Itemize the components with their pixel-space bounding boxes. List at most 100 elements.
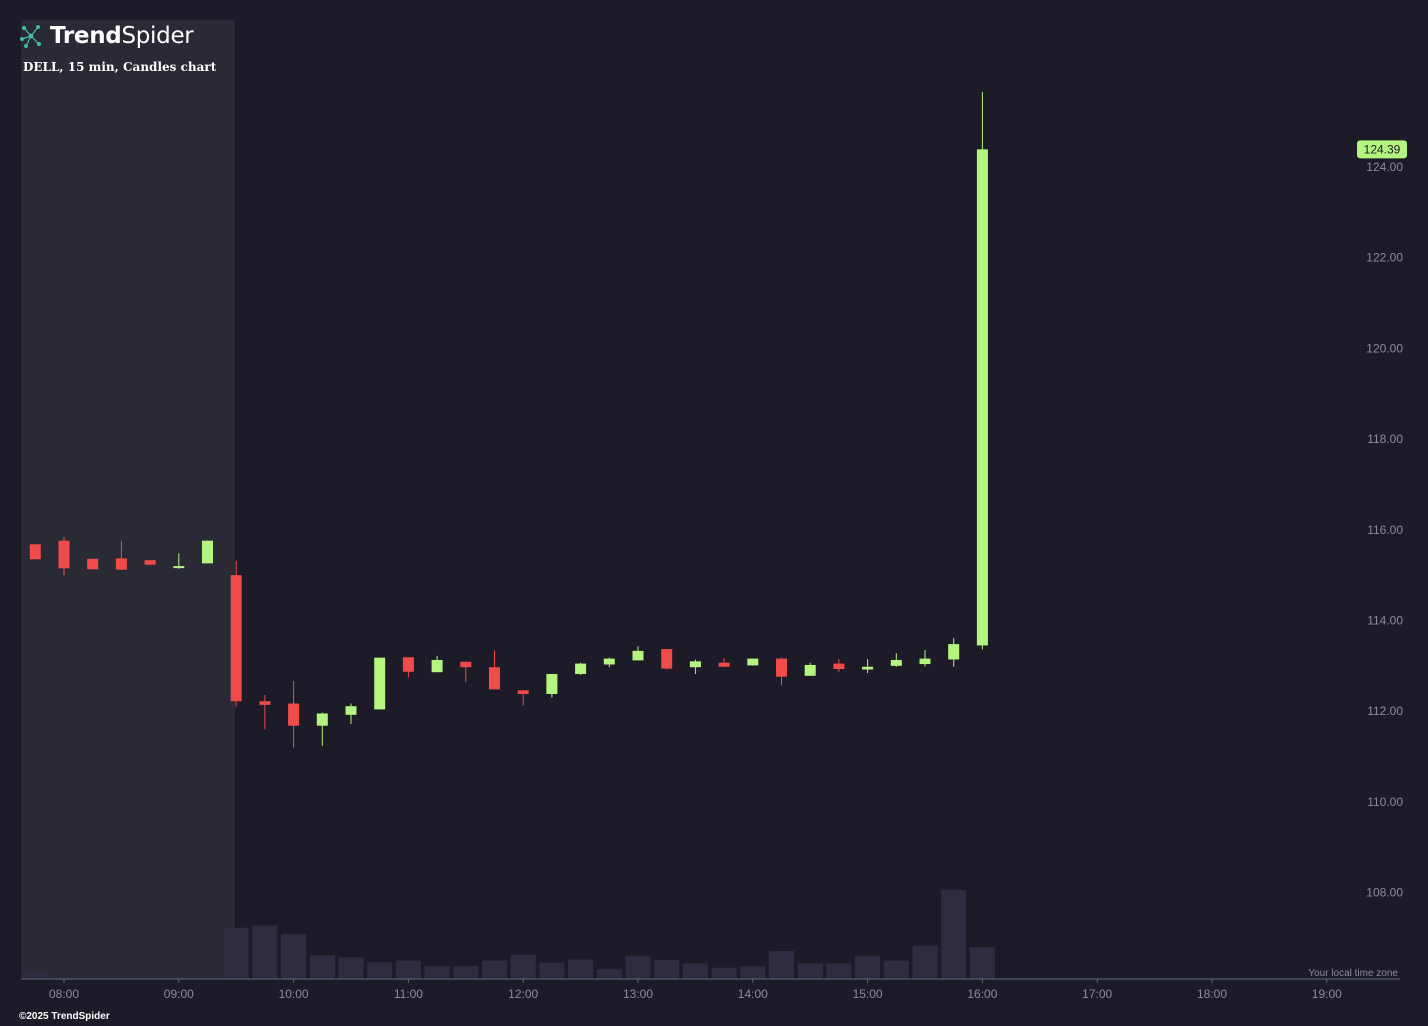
candle-body bbox=[862, 666, 874, 670]
y-tick-label: 110.00 bbox=[1367, 795, 1403, 809]
candle-body bbox=[632, 650, 644, 661]
volume-bar bbox=[223, 927, 249, 979]
y-tick-label: 108.00 bbox=[1366, 886, 1403, 900]
candle-body bbox=[173, 566, 185, 569]
y-tick-label: 118.00 bbox=[1367, 432, 1403, 446]
candle-body bbox=[833, 663, 845, 670]
candle-body bbox=[402, 657, 414, 672]
volume-bar bbox=[654, 960, 680, 979]
y-tick-label: 122.00 bbox=[1366, 251, 1403, 265]
candle bbox=[173, 553, 185, 569]
volume-bar bbox=[338, 957, 364, 979]
volume-bar bbox=[453, 966, 479, 979]
candle bbox=[460, 661, 472, 683]
candle-body bbox=[546, 674, 558, 694]
candle bbox=[316, 712, 328, 746]
trendspider-logo: TrendSpider bbox=[18, 20, 194, 52]
candle bbox=[919, 649, 931, 667]
volume-bar bbox=[883, 960, 909, 979]
candles bbox=[29, 92, 988, 748]
candle bbox=[87, 558, 99, 570]
x-tick-label: 15:00 bbox=[853, 987, 883, 1001]
candle bbox=[402, 657, 414, 678]
x-tick-label: 10:00 bbox=[279, 987, 309, 1001]
candle-body bbox=[517, 690, 529, 694]
volume-bar bbox=[969, 947, 995, 979]
candle-body bbox=[316, 713, 328, 726]
candle bbox=[603, 657, 615, 668]
y-tick-label: 120.00 bbox=[1366, 341, 1403, 355]
logo-text-bold: Trend bbox=[50, 23, 122, 49]
candle-body bbox=[575, 663, 587, 675]
candle-body bbox=[804, 664, 816, 676]
last-price-badge-bg bbox=[1357, 140, 1407, 159]
candle-body bbox=[747, 658, 759, 666]
chart-title: DELL, 15 min, Candles chart bbox=[23, 60, 217, 74]
volume-bar bbox=[625, 955, 651, 979]
candle-body bbox=[689, 661, 701, 668]
candle bbox=[58, 536, 70, 576]
volume-bar bbox=[797, 963, 823, 979]
volume-bar bbox=[510, 954, 536, 979]
candle bbox=[776, 657, 787, 686]
y-tick-label: 114.00 bbox=[1367, 614, 1403, 628]
candle bbox=[575, 662, 587, 675]
x-tick-label: 08:00 bbox=[49, 987, 79, 1001]
volume-bar bbox=[22, 973, 48, 979]
y-axis-ticks: 108.00 110.00 112.00 114.00 116.00 118.00 120.… bbox=[1366, 160, 1403, 900]
candle bbox=[259, 694, 271, 730]
candle-body bbox=[202, 540, 213, 564]
candle bbox=[374, 657, 386, 710]
volume-bar bbox=[769, 950, 794, 979]
candle bbox=[202, 540, 213, 564]
candle-body bbox=[919, 658, 931, 665]
volume-bar bbox=[424, 966, 450, 979]
candle bbox=[431, 655, 443, 673]
volume-bar bbox=[539, 962, 565, 979]
volume-bar bbox=[682, 963, 708, 979]
x-tick-label: 16:00 bbox=[967, 987, 997, 1001]
candle-body bbox=[776, 658, 787, 677]
logo-text-light: Spider bbox=[121, 23, 194, 49]
y-tick-label: 116.00 bbox=[1367, 523, 1403, 537]
x-tick-label: 19:00 bbox=[1312, 987, 1342, 1001]
volume-bar bbox=[367, 962, 393, 979]
candle bbox=[230, 560, 242, 707]
candle bbox=[144, 560, 156, 565]
x-tick-label: 09:00 bbox=[164, 987, 194, 1001]
candle bbox=[833, 659, 845, 673]
volume-bar bbox=[482, 960, 507, 979]
candle-body bbox=[374, 657, 386, 710]
volume-bar bbox=[568, 959, 594, 979]
candle bbox=[890, 653, 902, 667]
volume-bar bbox=[740, 966, 766, 979]
volume-bar bbox=[855, 955, 881, 979]
volume-bar bbox=[252, 925, 278, 979]
candle bbox=[862, 659, 874, 674]
candle bbox=[345, 703, 357, 724]
candle-body bbox=[976, 149, 988, 646]
copyright: ©2025 TrendSpider bbox=[19, 1011, 110, 1022]
candle bbox=[804, 662, 816, 676]
volume-bar bbox=[826, 963, 852, 979]
volume-bars bbox=[22, 889, 995, 979]
premarket-shading bbox=[21, 20, 235, 979]
candle-body bbox=[661, 649, 673, 669]
volume-bar bbox=[309, 955, 335, 979]
candle-body bbox=[230, 575, 242, 702]
last-price-label: 124.39 bbox=[1364, 142, 1401, 156]
volume-bar bbox=[281, 934, 307, 979]
candle-body bbox=[345, 706, 357, 715]
candle-body bbox=[58, 540, 70, 569]
candle-body bbox=[29, 544, 41, 560]
candle-body bbox=[259, 701, 271, 705]
candle bbox=[718, 658, 730, 668]
x-axis-ticks: 08:00 09:00 10:00 11:00 12:00 13:00 14:00 15:00… bbox=[49, 979, 1342, 1001]
volume-bar bbox=[596, 969, 622, 979]
x-tick-label: 11:00 bbox=[394, 987, 423, 1001]
candle bbox=[546, 674, 558, 698]
y-tick-label: 124.00 bbox=[1366, 160, 1403, 174]
candle-body bbox=[460, 661, 472, 668]
x-tick-label: 17:00 bbox=[1082, 987, 1112, 1001]
